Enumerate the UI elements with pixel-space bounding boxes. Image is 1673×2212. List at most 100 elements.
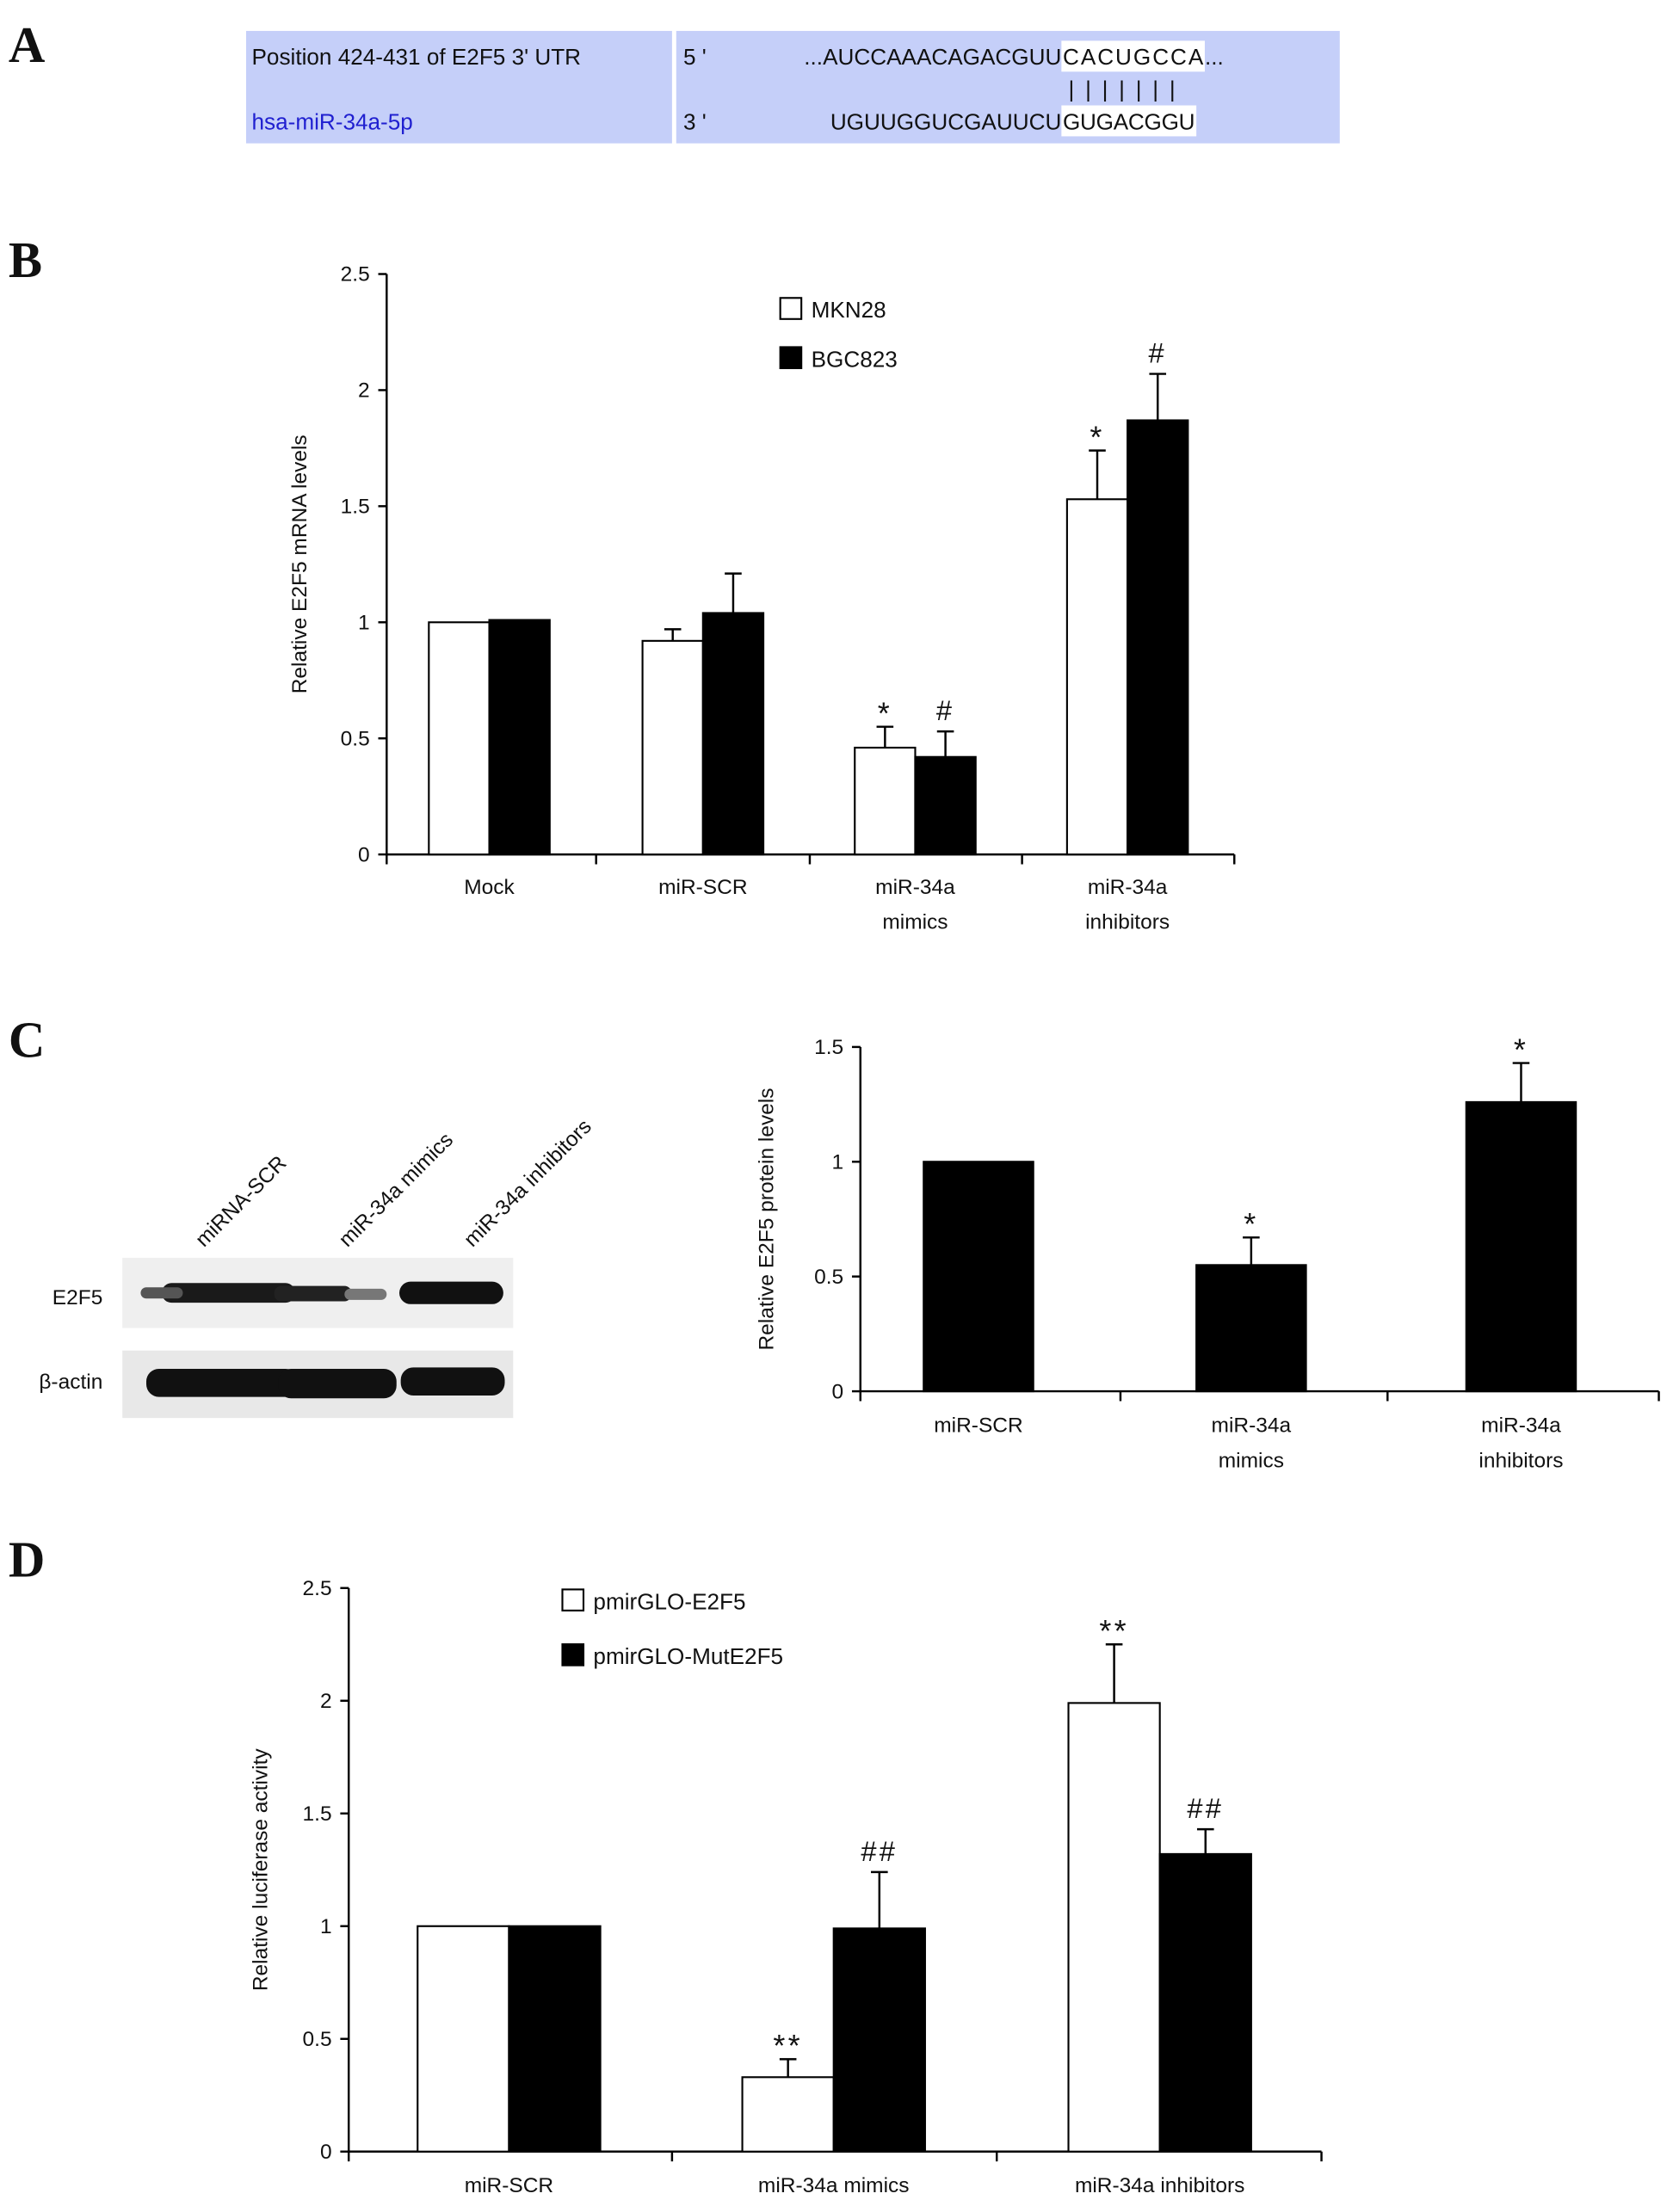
x-category-label: miR-34a mimics — [758, 2174, 910, 2197]
panel-label-c: C — [9, 1012, 45, 1068]
x-category-label: miR-34a — [1212, 1414, 1292, 1437]
significance-marker: ** — [1099, 1613, 1128, 1648]
lane-label: miRNA-SCR — [191, 1151, 291, 1251]
y-tick-label: 1 — [358, 611, 370, 634]
bar-bgc823 — [701, 612, 765, 856]
base-pairing: | | | | | | | — [1069, 77, 1176, 102]
lane-label: miR-34a mimics — [335, 1128, 458, 1251]
sequence-alignment: Position 424-431 of E2F5 3' UTR hsa-miR-… — [245, 30, 1340, 144]
y-tick-label: 1.5 — [303, 1802, 332, 1826]
utr-seed: CACUGCCA — [1063, 44, 1204, 70]
legend-label: pmirGLO-E2F5 — [593, 1588, 745, 1614]
utr-suffix: ... — [1205, 44, 1224, 70]
bar-e2f5 — [923, 1161, 1034, 1393]
y-tick-label: 1 — [832, 1150, 844, 1174]
x-category-label: Mock — [464, 876, 515, 899]
row-label-e2f5: E2F5 — [52, 1286, 103, 1309]
row-label-beta-actin: β-actin — [39, 1371, 102, 1394]
y-tick-label: 2 — [358, 379, 370, 403]
y-tick-label: 2.5 — [303, 1577, 332, 1600]
utr-5prime: 5 ' — [683, 44, 707, 70]
y-tick-label: 1.5 — [814, 1036, 843, 1059]
band — [161, 1283, 296, 1303]
y-tick-label: 2.5 — [341, 263, 370, 287]
alignment-label-box — [245, 30, 672, 144]
y-axis-label: Relative E2F5 mRNA levels — [288, 434, 312, 693]
x-category-label: miR-SCR — [934, 1414, 1022, 1437]
mirna-label: hsa-miR-34a-5p — [251, 108, 412, 134]
x-category-label: mimics — [1219, 1449, 1284, 1472]
y-tick-label: 0.5 — [303, 2028, 332, 2051]
band — [274, 1285, 352, 1302]
legend-label: pmirGLO-MutE2F5 — [593, 1643, 783, 1669]
western-blot: miRNA-SCR miR-34a mimics miR-34a inhibit… — [39, 1115, 596, 1419]
x-category-label: miR-SCR — [658, 876, 747, 899]
x-category-label: miR-34a inhibitors — [1075, 2174, 1244, 2197]
panel-label-d: D — [9, 1532, 45, 1588]
legend-label: MKN28 — [812, 297, 886, 323]
bar-bgc823 — [488, 619, 551, 856]
bar-mkn28 — [428, 621, 491, 856]
panel-label-b: B — [9, 232, 42, 288]
chart-panel-c: 0 0.5 1 1.5 miR-SCR miR-34a mimics miR-34a inhib… — [755, 1032, 1660, 1472]
significance-marker: * — [878, 695, 892, 730]
x-category-label: inhibitors — [1085, 911, 1170, 934]
bar-e2f5 — [1195, 1264, 1307, 1393]
bar-pmirglo-e2f5 — [1067, 1702, 1161, 2153]
legend-label: BGC823 — [812, 346, 898, 372]
band — [400, 1367, 505, 1396]
bar-bgc823 — [1127, 419, 1189, 856]
band — [145, 1368, 299, 1397]
significance-marker: * — [1090, 419, 1104, 454]
significance-marker: # — [1149, 336, 1167, 368]
utr-prefix: ...AUCCAAACAGACGUU — [804, 44, 1061, 70]
significance-marker: ** — [773, 2028, 803, 2063]
mirna-3prime: 3 ' — [683, 108, 707, 134]
y-tick-label: 1.5 — [341, 496, 370, 519]
significance-marker: * — [1514, 1032, 1528, 1067]
charts: 0 0.5 1 1.5 2 2.5 Mock miR-SCR miR-34a mimics miR-… — [249, 263, 1660, 2197]
bar-mkn28 — [1065, 498, 1129, 856]
y-tick-label: 2 — [320, 1690, 332, 1713]
band — [344, 1288, 387, 1300]
significance-marker: * — [1244, 1206, 1258, 1242]
bar-pmirglo-e2f5 — [741, 2076, 835, 2153]
bar-pmirglo-mute2f5 — [508, 1925, 602, 2153]
bar-bgc823 — [914, 755, 977, 856]
band — [399, 1281, 503, 1304]
band — [140, 1287, 183, 1299]
chart-panel-b: 0 0.5 1 1.5 2 2.5 Mock miR-SCR miR-34a mimics miR-… — [288, 263, 1236, 934]
significance-marker: ## — [861, 1835, 898, 1867]
bar-pmirglo-mute2f5 — [832, 1927, 926, 2153]
x-category-label: miR-34a — [1088, 876, 1168, 899]
seed-highlight-utr — [1061, 40, 1205, 72]
legend-swatch — [779, 297, 803, 320]
bar-mkn28 — [854, 746, 917, 856]
bar-pmirglo-e2f5 — [417, 1925, 510, 2153]
y-tick-label: 1 — [320, 1915, 332, 1938]
alignment-sequence-box — [676, 30, 1340, 144]
x-category-label: miR-SCR — [465, 2174, 553, 2197]
y-tick-label: 0 — [320, 2141, 332, 2164]
bar-pmirglo-mute2f5 — [1158, 1852, 1252, 2153]
x-category-label: miR-34a — [875, 876, 955, 899]
y-axis-label: Relative E2F5 protein levels — [755, 1088, 778, 1350]
chart-panel-d: 0 0.5 1 1.5 2 2.5 miR-SCR miR-34a mimics miR-34a… — [249, 1577, 1323, 2197]
y-axis-label: Relative luciferase activity — [249, 1748, 272, 1992]
significance-marker: # — [936, 694, 954, 726]
y-tick-label: 0.5 — [814, 1266, 843, 1289]
y-tick-label: 0.5 — [341, 727, 370, 750]
utr-label: Position 424-431 of E2F5 3' UTR — [251, 44, 581, 70]
significance-marker: ## — [1187, 1792, 1224, 1824]
y-tick-label: 0 — [358, 843, 370, 866]
x-category-label: miR-34a — [1481, 1414, 1561, 1437]
band — [278, 1368, 397, 1399]
x-category-label: mimics — [882, 911, 948, 934]
panel-label-a: A — [9, 17, 46, 73]
mirna-prefix: UGUUGGUCGAUUCU — [830, 108, 1062, 134]
mirna-seed: GUGACGGU — [1063, 108, 1195, 134]
legend-swatch — [779, 346, 803, 370]
bar-e2f5 — [1465, 1100, 1577, 1393]
seed-highlight-mirna — [1061, 105, 1197, 137]
